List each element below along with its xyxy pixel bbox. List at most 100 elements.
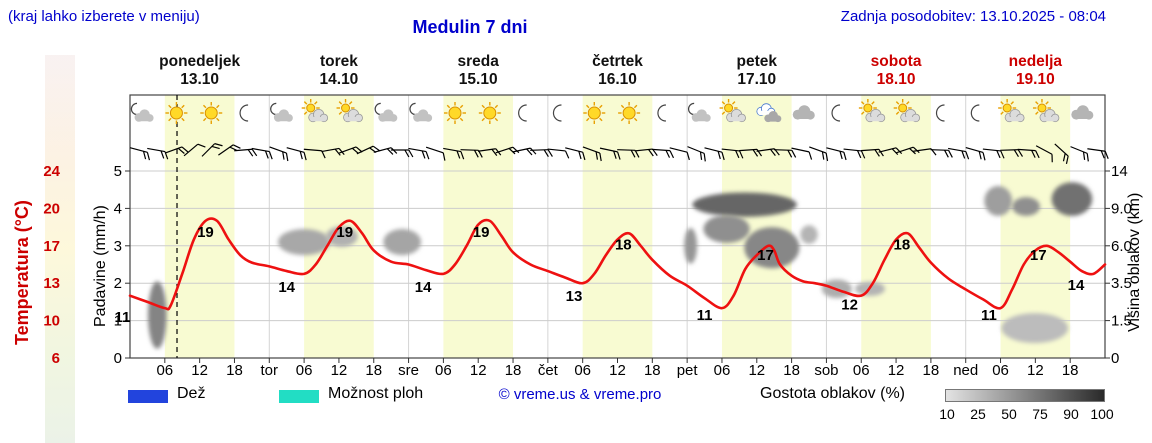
x-axis-tick-label: 18 [783,362,800,379]
moon-icon [239,104,249,122]
day-header: sobota 18.10 [826,53,966,89]
wind-barb [495,146,520,155]
cloud-axis-tick: 1.5 [1111,313,1132,330]
moon-icon [970,104,980,122]
precip-axis-tick: 1 [114,313,122,330]
x-axis-tick-row: 06 12 18 tor 06 12 18 sre 06 12 18 čet 06 12 18 pet 06 12… [0,362,1152,382]
day-header: četrtek 16.10 [548,53,688,89]
wind-barb [965,146,986,161]
sun-cloud-icon [893,99,921,123]
sun-cloud-icon [336,99,363,123]
wind-barb [218,144,241,156]
day-name: sobota [870,53,922,70]
density-tick-label: 75 [1032,406,1048,422]
wind-barb [843,148,866,159]
cloud-blob [277,228,331,256]
sun-icon [583,102,606,124]
wind-barb [582,146,602,162]
cloud-blob [800,225,818,244]
day-header: ponedeljek 13.10 [130,53,270,89]
x-axis-tick-label: sre [398,362,419,379]
day-name: torek [319,53,358,70]
density-tick-label: 25 [970,406,986,422]
wind-barb [408,147,430,160]
cloud-blob [684,228,698,264]
shower-cloud-icon [756,103,782,123]
x-axis-tick-label: 18 [922,362,940,379]
cloud-blob [1001,313,1069,344]
cloud-blob [325,226,358,247]
day-name: nedelja [1008,53,1063,70]
moon-icon [552,104,562,122]
cloud-blob [147,281,167,349]
page-title: Medulin 7 dni [412,17,528,37]
showers-legend-label: Možnost ploh [328,385,424,402]
x-axis-tick-label: čet [537,362,558,379]
day-date: 16.10 [598,71,637,88]
wind-barb [687,146,706,162]
day-date: 18.10 [876,71,916,88]
day-name: sreda [457,53,499,70]
density-tick-row: 10 25 50 75 90 100 [0,406,1152,424]
menu-hint: (kraj lahko izberete v meniju) [8,8,200,25]
sun-icon [200,102,223,124]
temperature-value-label: 14 [1068,277,1085,294]
cloud-blob [1012,197,1040,216]
day-name: petek [736,53,778,70]
x-axis-tick-label: 12 [1027,362,1044,379]
day-date: 15.10 [458,71,498,88]
precip-axis-tick: 2 [114,275,122,292]
wind-barb [565,147,586,161]
wind-barb [826,147,847,161]
wind-barb [512,147,537,156]
temperature-value-label: 12 [841,297,858,314]
wind-barb [1087,148,1109,159]
sun-icon [165,102,188,124]
precip-axis-tick: 0 [114,350,122,367]
temperature-curve [128,217,1107,311]
day-name: četrtek [592,53,643,70]
cloud-moon-icon [270,102,293,122]
wind-barb [809,146,829,162]
daylight-band [861,95,931,358]
wind-barb [878,147,903,156]
x-axis-tick-label: 06 [852,362,870,379]
wind-barb [286,147,307,161]
cloud-blob [703,214,750,243]
cloud-blob [383,228,422,256]
temperature-value-label: 14 [415,279,432,296]
day-date: 17.10 [737,71,777,88]
temperature-value-label: 17 [757,247,774,264]
wind-barb [791,147,813,160]
daylight-band [582,95,653,358]
sun-icon [618,102,641,124]
wind-barb [1070,146,1089,162]
wind-barb [1054,143,1069,165]
x-axis-tick-label: 18 [226,362,243,379]
wind-barb [634,148,658,157]
wind-barb [1017,148,1040,159]
day-header: petek 17.10 [687,53,827,89]
copyright-link[interactable]: © vreme.us & vreme.pro [498,386,662,403]
x-axis-tick-label: 06 [435,362,452,379]
wind-barb [547,148,570,159]
day-date: 19.10 [1015,71,1055,88]
wind-barb [930,149,953,158]
cloud-density-gradient [945,389,1105,402]
cloud-moon-icon [130,102,154,122]
temp-axis-tick: 6 [52,350,60,367]
temperature-value-label: 19 [197,224,214,241]
x-axis-tick-label: 12 [191,362,208,379]
x-axis-tick-label: sob [814,362,839,379]
temperature-value-label: 11 [981,307,997,324]
sun-cloud-icon [858,99,886,123]
wind-barb [599,147,621,160]
density-tick-label: 100 [1090,406,1114,422]
x-axis-tick-label: 18 [504,362,522,379]
sun-cloud-icon [301,99,329,123]
day-date: 13.10 [180,71,220,88]
wind-barb [251,147,273,160]
sun-icon [478,102,501,124]
cloud-moon-icon [688,102,711,122]
wind-barb [773,149,797,158]
